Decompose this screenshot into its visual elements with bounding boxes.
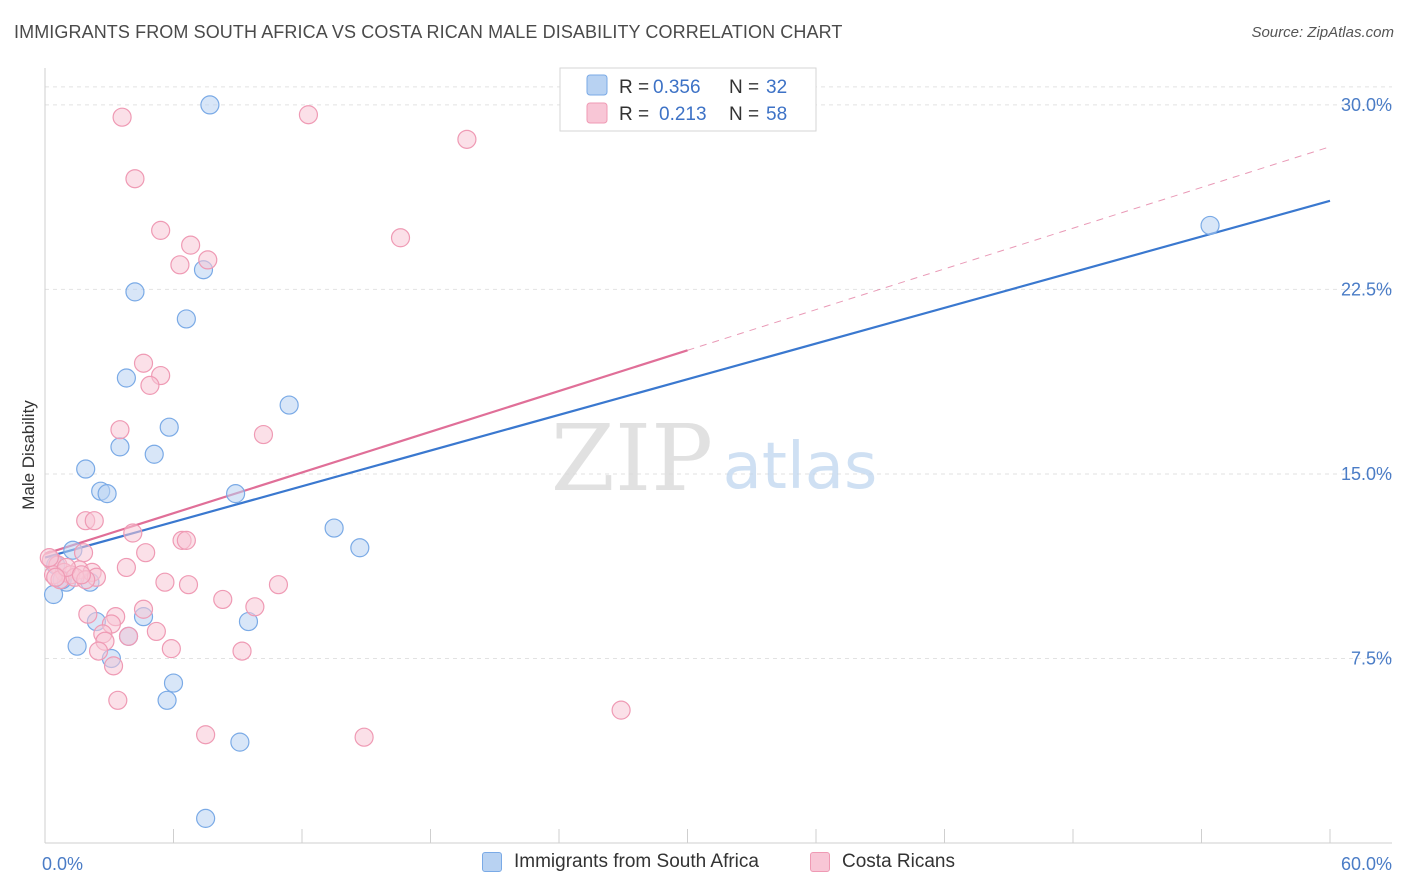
data-point-pink [116,557,136,578]
y-axis-label: Male Disability [19,400,38,510]
data-point-blue [97,484,117,504]
data-point-pink [136,543,156,563]
data-point-pink [181,235,201,255]
data-point-pink [110,420,130,440]
data-point-blue [1200,215,1220,236]
data-point-pink [176,530,196,550]
legend-r-label-1: R = [619,77,649,98]
trend-layer [44,146,1331,559]
x-tick-label: 60.0% [1341,854,1392,874]
watermark: ZIP atlas [551,405,877,512]
data-point-pink [103,656,124,676]
legend-n-value-1: 32 [766,77,787,98]
legend-swatch-blue [586,74,608,96]
data-point-blue [350,538,370,558]
data-point-pink [298,105,319,125]
data-point-pink [133,599,154,619]
x-tick-label: 0.0% [42,854,83,874]
trend-line-blue [44,199,1331,559]
data-point-pink [198,250,218,270]
data-point-blue [116,368,136,388]
ticks-layer: 7.5% 15.0% 22.5% 30.0% 0.0% 60.0% [42,95,1392,874]
data-point-blue [196,808,216,828]
data-point-pink [146,621,166,642]
chart-title: IMMIGRANTS FROM SOUTH AFRICA VS COSTA RI… [14,22,843,42]
data-point-pink [108,690,128,710]
data-point-pink [354,727,374,747]
data-point-pink [140,375,160,395]
legend-label-costa-ricans: Costa Ricans [842,851,955,872]
legend-swatch-south-africa [482,852,502,872]
data-point-blue [159,417,179,437]
legend-r-value-1: 0.356 [653,77,701,98]
legend-item-south-africa: Immigrants from South Africa [482,851,759,873]
data-point-blue [157,690,177,710]
data-point-blue [163,673,184,693]
data-point-pink [161,639,181,659]
legend-swatch-costa-ricans [810,852,830,872]
y-tick-label: 30.0% [1341,95,1392,115]
data-point-blue [110,437,130,457]
axis-layer [44,68,1392,844]
data-point-pink [71,565,92,585]
data-point-pink [457,129,477,149]
data-point-blue [230,732,250,752]
data-point-pink [123,523,143,543]
y-tick-label: 22.5% [1341,279,1392,299]
data-point-pink [170,255,190,275]
data-point-blue [279,395,299,415]
data-point-blue [200,95,220,115]
legend-n-label-2: N = [729,104,759,125]
y-tick-label: 15.0% [1341,464,1392,484]
legend-r-label-2: R = [619,104,649,125]
data-point-blue [226,484,246,504]
data-point-blue [176,309,196,329]
data-point-blue [144,444,164,464]
watermark-atlas: atlas [723,430,878,504]
trend-line-pink [44,349,688,555]
data-point-pink [196,725,216,745]
data-point-pink [213,589,233,610]
source-label: Source: ZipAtlas.com [1251,24,1394,41]
bottom-legend: Immigrants from South Africa Costa Rican… [0,851,1406,879]
data-point-pink [39,548,59,568]
data-point-pink [125,169,145,189]
data-point-blue [67,636,87,656]
data-point-pink [155,572,175,592]
data-point-pink [232,641,252,661]
legend-n-label-1: N = [729,77,759,98]
data-point-blue [324,518,344,538]
data-point-pink [88,641,109,661]
points-layer [39,95,1220,828]
data-point-pink [178,575,199,595]
y-tick-label: 7.5% [1351,648,1392,668]
legend-swatch-pink [586,102,608,124]
top-legend: R = 0.356 N = 32 R = 0.213 N = 58 [559,67,817,132]
data-point-pink [268,575,289,595]
data-point-blue [76,459,96,479]
grid-layer [45,86,1392,659]
legend-n-value-2: 58 [766,104,787,125]
data-point-pink [253,424,274,445]
data-point-blue [125,282,145,302]
legend-label-south-africa: Immigrants from South Africa [514,851,759,872]
data-point-pink [112,107,132,127]
data-point-pink [133,353,154,373]
data-point-pink [245,597,265,617]
data-point-pink [73,543,94,563]
data-point-pink [84,511,104,531]
watermark-zip: ZIP [551,405,713,512]
data-point-pink [151,220,171,240]
data-point-pink [78,604,98,624]
data-point-pink [46,567,66,587]
data-point-pink [611,700,631,720]
legend-item-costa-ricans: Costa Ricans [810,851,955,873]
trend-line-extension-pink [687,146,1331,351]
legend-r-value-2: 0.213 [659,104,707,125]
data-point-pink [390,228,411,248]
data-point-pink [118,626,139,646]
